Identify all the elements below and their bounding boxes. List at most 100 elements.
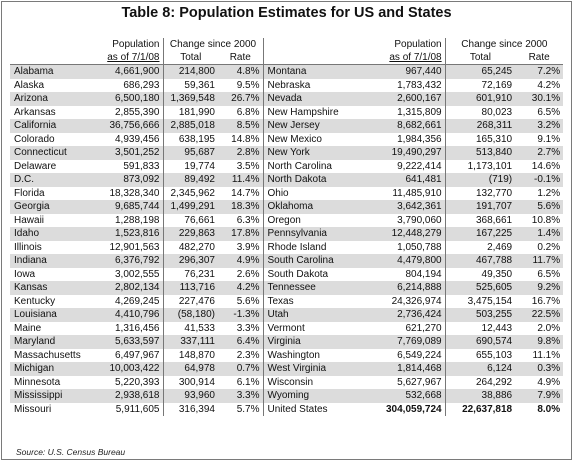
population-cell: 1,523,816 (102, 227, 163, 241)
table-row: Indiana 6,376,792 296,307 4.9% South Carolin… (10, 254, 564, 268)
population-cell: 1,783,432 (397, 79, 442, 91)
state-name: Kansas (10, 281, 102, 295)
change-rate-cell: 11.1% (532, 349, 561, 361)
change-rate-cell: 5.6% (515, 200, 564, 214)
change-total-cell: (58,180) (162, 308, 218, 322)
state-name: New York (262, 146, 383, 160)
change-total-cell: 38,886 (444, 389, 516, 403)
table-row: Arkansas 2,855,390 181,990 6.8% New Hampshir… (10, 105, 563, 119)
state-name: Oregon (262, 213, 383, 227)
change-total-cell: 690,574 (444, 335, 516, 349)
change-rate-cell: 3.2% (515, 119, 564, 133)
change-total-cell: 181,990 (162, 105, 218, 119)
state-name: Massachusetts (14, 349, 81, 361)
state-name: New Mexico (262, 132, 383, 146)
population-cell: 304,059,724 (386, 403, 442, 415)
population-cell: 12,901,563 (109, 241, 160, 253)
table-row: Arizona 6,500,180 1,369,548 26.7% Nevada 2,60… (10, 92, 564, 106)
population-cell: 621,270 (405, 322, 442, 334)
state-name: Utah (262, 308, 383, 322)
population-cell: 6,214,888 (383, 281, 446, 295)
table-row: Delaware 591,833 19,774 3.5% North Carolina 9… (10, 159, 563, 173)
population-cell: 1,316,456 (115, 322, 160, 334)
state-name: Michigan (10, 362, 102, 376)
state-name: Idaho (10, 227, 102, 241)
table-row: Florida 18,328,340 2,345,962 14.7% Ohio 11,48… (10, 186, 563, 200)
population-cell: 5,911,605 (115, 403, 160, 415)
change-total-cell: 268,311 (444, 119, 516, 133)
change-total-cell: 264,292 (444, 375, 516, 389)
table-row: Mississippi 2,938,618 93,960 3.3% Wyoming 532… (10, 389, 564, 403)
change-rate-cell: 4.2% (537, 79, 561, 91)
change-header: Change since 2000 (162, 38, 263, 51)
table-row: Massachusetts 6,497,967 148,870 2.3% Washing… (10, 348, 563, 362)
state-name: Maryland (10, 335, 102, 349)
state-name: Washington (262, 348, 383, 362)
date-header-right: as of 7/1/08 (389, 52, 442, 63)
change-total-cell: 49,350 (444, 267, 516, 281)
change-rate-cell: 18.3% (218, 200, 263, 214)
population-cell: 1,288,198 (115, 214, 160, 226)
population-cell: 3,002,555 (115, 268, 160, 280)
change-rate-cell: 6.1% (236, 376, 260, 388)
change-total-cell: 76,661 (162, 213, 218, 227)
population-cell: 804,194 (405, 268, 442, 280)
change-total-cell: 1,173,101 (444, 159, 516, 173)
date-header: as of 7/1/08 (107, 52, 160, 63)
table-row: Iowa 3,002,555 76,231 2.6% South Dakota 804,1… (10, 267, 563, 281)
population-cell: 36,756,666 (102, 119, 163, 133)
state-name: D.C. (10, 173, 102, 187)
population-cell: 3,642,361 (383, 200, 446, 214)
population-cell: 4,410,796 (102, 308, 163, 322)
change-rate-cell: 11.4% (218, 173, 263, 187)
change-total-cell: 12,443 (444, 321, 516, 335)
state-name: Colorado (14, 133, 55, 145)
change-rate-cell: 2.3% (236, 349, 260, 361)
change-total-cell: 316,394 (162, 402, 218, 416)
change-total-cell: 1,369,548 (162, 92, 218, 106)
population-cell: 2,600,167 (383, 92, 446, 106)
population-cell: 4,661,900 (102, 64, 163, 79)
change-total-cell: 368,661 (444, 213, 516, 227)
state-name: New Jersey (262, 119, 383, 133)
population-cell: 3,501,252 (102, 146, 163, 160)
table-row: Minnesota 5,220,393 300,914 6.1% Wisconsin 5,… (10, 375, 563, 389)
change-total-cell: 64,978 (162, 362, 218, 376)
state-name: Wisconsin (262, 375, 383, 389)
population-cell: 641,481 (383, 173, 446, 187)
population-cell: 5,220,393 (115, 376, 160, 388)
state-name: Rhode Island (262, 240, 383, 254)
change-rate-cell: 0.2% (537, 241, 561, 253)
change-rate-cell: 5.7% (236, 403, 260, 415)
state-name: Mississippi (10, 389, 102, 403)
population-cell: 5,633,597 (102, 335, 163, 349)
population-cell: 7,769,089 (383, 335, 446, 349)
population-cell: 2,855,390 (115, 106, 160, 118)
state-name: United States (262, 402, 383, 416)
state-name: North Carolina (262, 159, 383, 173)
table-row: Kentucky 4,269,245 227,476 5.6% Texas 24,326,… (10, 294, 563, 308)
table-row: Georgia 9,685,744 1,499,291 18.3% Oklahoma 3,… (10, 200, 564, 214)
table-row: Hawaii 1,288,198 76,661 6.3% Oregon 3,790,060… (10, 213, 563, 227)
change-rate-cell: 4.9% (218, 254, 263, 268)
population-cell: 10,003,422 (102, 362, 163, 376)
change-total-cell: 503,255 (444, 308, 516, 322)
change-total-cell: 72,169 (444, 78, 516, 92)
state-name: Louisiana (10, 308, 102, 322)
population-cell: 24,326,974 (391, 295, 442, 307)
change-rate-cell: 6.4% (218, 335, 263, 349)
state-name: South Carolina (262, 254, 383, 268)
state-name: Alabama (10, 64, 102, 79)
population-cell: 6,500,180 (102, 92, 163, 106)
population-cell: 1,814,468 (383, 362, 446, 376)
change-total-cell: 95,687 (162, 146, 218, 160)
change-rate-cell: 3.3% (236, 322, 260, 334)
state-name: Delaware (14, 160, 57, 172)
change-total-cell: 601,910 (444, 92, 516, 106)
population-cell: 591,833 (123, 160, 160, 172)
change-total-cell: 165,310 (444, 132, 516, 146)
state-name: Nebraska (262, 78, 383, 92)
change-total-cell: 132,770 (444, 186, 516, 200)
change-total-cell: 337,111 (162, 335, 218, 349)
change-rate-cell: 14.7% (231, 187, 260, 199)
